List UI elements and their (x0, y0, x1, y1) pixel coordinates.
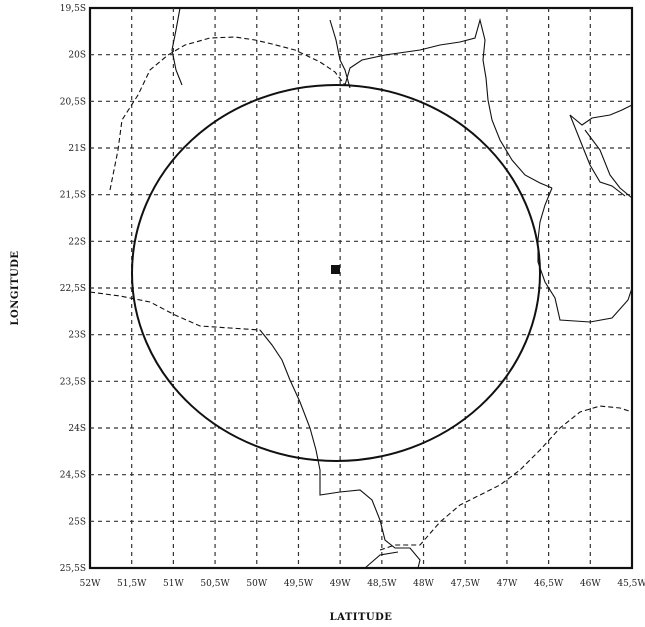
coast-southeast (379, 405, 633, 551)
y-tick-label: 21,5S (60, 191, 86, 201)
station-marker (331, 265, 340, 274)
y-tick-label: 22,5S (60, 284, 86, 294)
x-tick-label: 46W (580, 579, 601, 589)
coast-east (537, 187, 633, 323)
border-east-stub (584, 129, 633, 199)
y-tick-label: 21S (68, 144, 86, 154)
y-tick-label: 24S (68, 424, 86, 434)
coast-bottom (364, 551, 399, 569)
y-tick-label: 25,5S (60, 564, 86, 574)
x-axis-title: LATITUDE (330, 612, 393, 623)
x-tick-label: 50,5W (200, 579, 230, 589)
x-tick-label: 47W (497, 579, 518, 589)
river-southwest (259, 329, 421, 569)
x-tick-label: 51,5W (117, 579, 147, 589)
x-tick-label: 47,5W (451, 579, 481, 589)
x-tick-label: 50W (246, 579, 267, 589)
range-circle-outline (131, 84, 541, 462)
y-tick-label: 20S (68, 51, 86, 61)
y-tick-label: 23,5S (60, 377, 86, 387)
border-northeast-2 (569, 114, 626, 197)
y-tick-labels: 19,5S 20S 20,5S 21S 21,5S 22S 22,5S 23S 23,5S 24S… (60, 4, 86, 574)
y-tick-label: 22S (68, 237, 86, 247)
border-north-right (344, 17, 553, 189)
state-border-southwest (89, 291, 261, 331)
x-tick-label: 49W (330, 579, 351, 589)
river-north (171, 7, 183, 86)
y-tick-label: 24,5S (60, 471, 86, 481)
x-tick-label: 52W (80, 579, 101, 589)
y-tick-label: 20,5S (60, 97, 86, 107)
border-northeast (569, 104, 633, 126)
boundary-lines (89, 7, 633, 569)
y-axis-title: LONGITUDE (10, 250, 21, 325)
state-border-northwest (109, 36, 346, 191)
x-tick-label: 45,5W (617, 579, 645, 589)
y-tick-label: 25S (68, 517, 86, 527)
x-tick-label: 49,5W (284, 579, 314, 589)
x-tick-label: 51W (163, 579, 184, 589)
y-tick-label: 19,5S (60, 4, 86, 14)
border-north-small (329, 19, 351, 89)
x-tick-label: 48,5W (367, 579, 397, 589)
y-tick-label: 23S (68, 331, 86, 341)
x-tick-labels: 52W 51,5W 51W 50,5W 50W 49,5W 49W 48,5W 48W 47,5W… (80, 579, 645, 589)
x-tick-label: 46,5W (534, 579, 564, 589)
x-tick-label: 48W (413, 579, 434, 589)
